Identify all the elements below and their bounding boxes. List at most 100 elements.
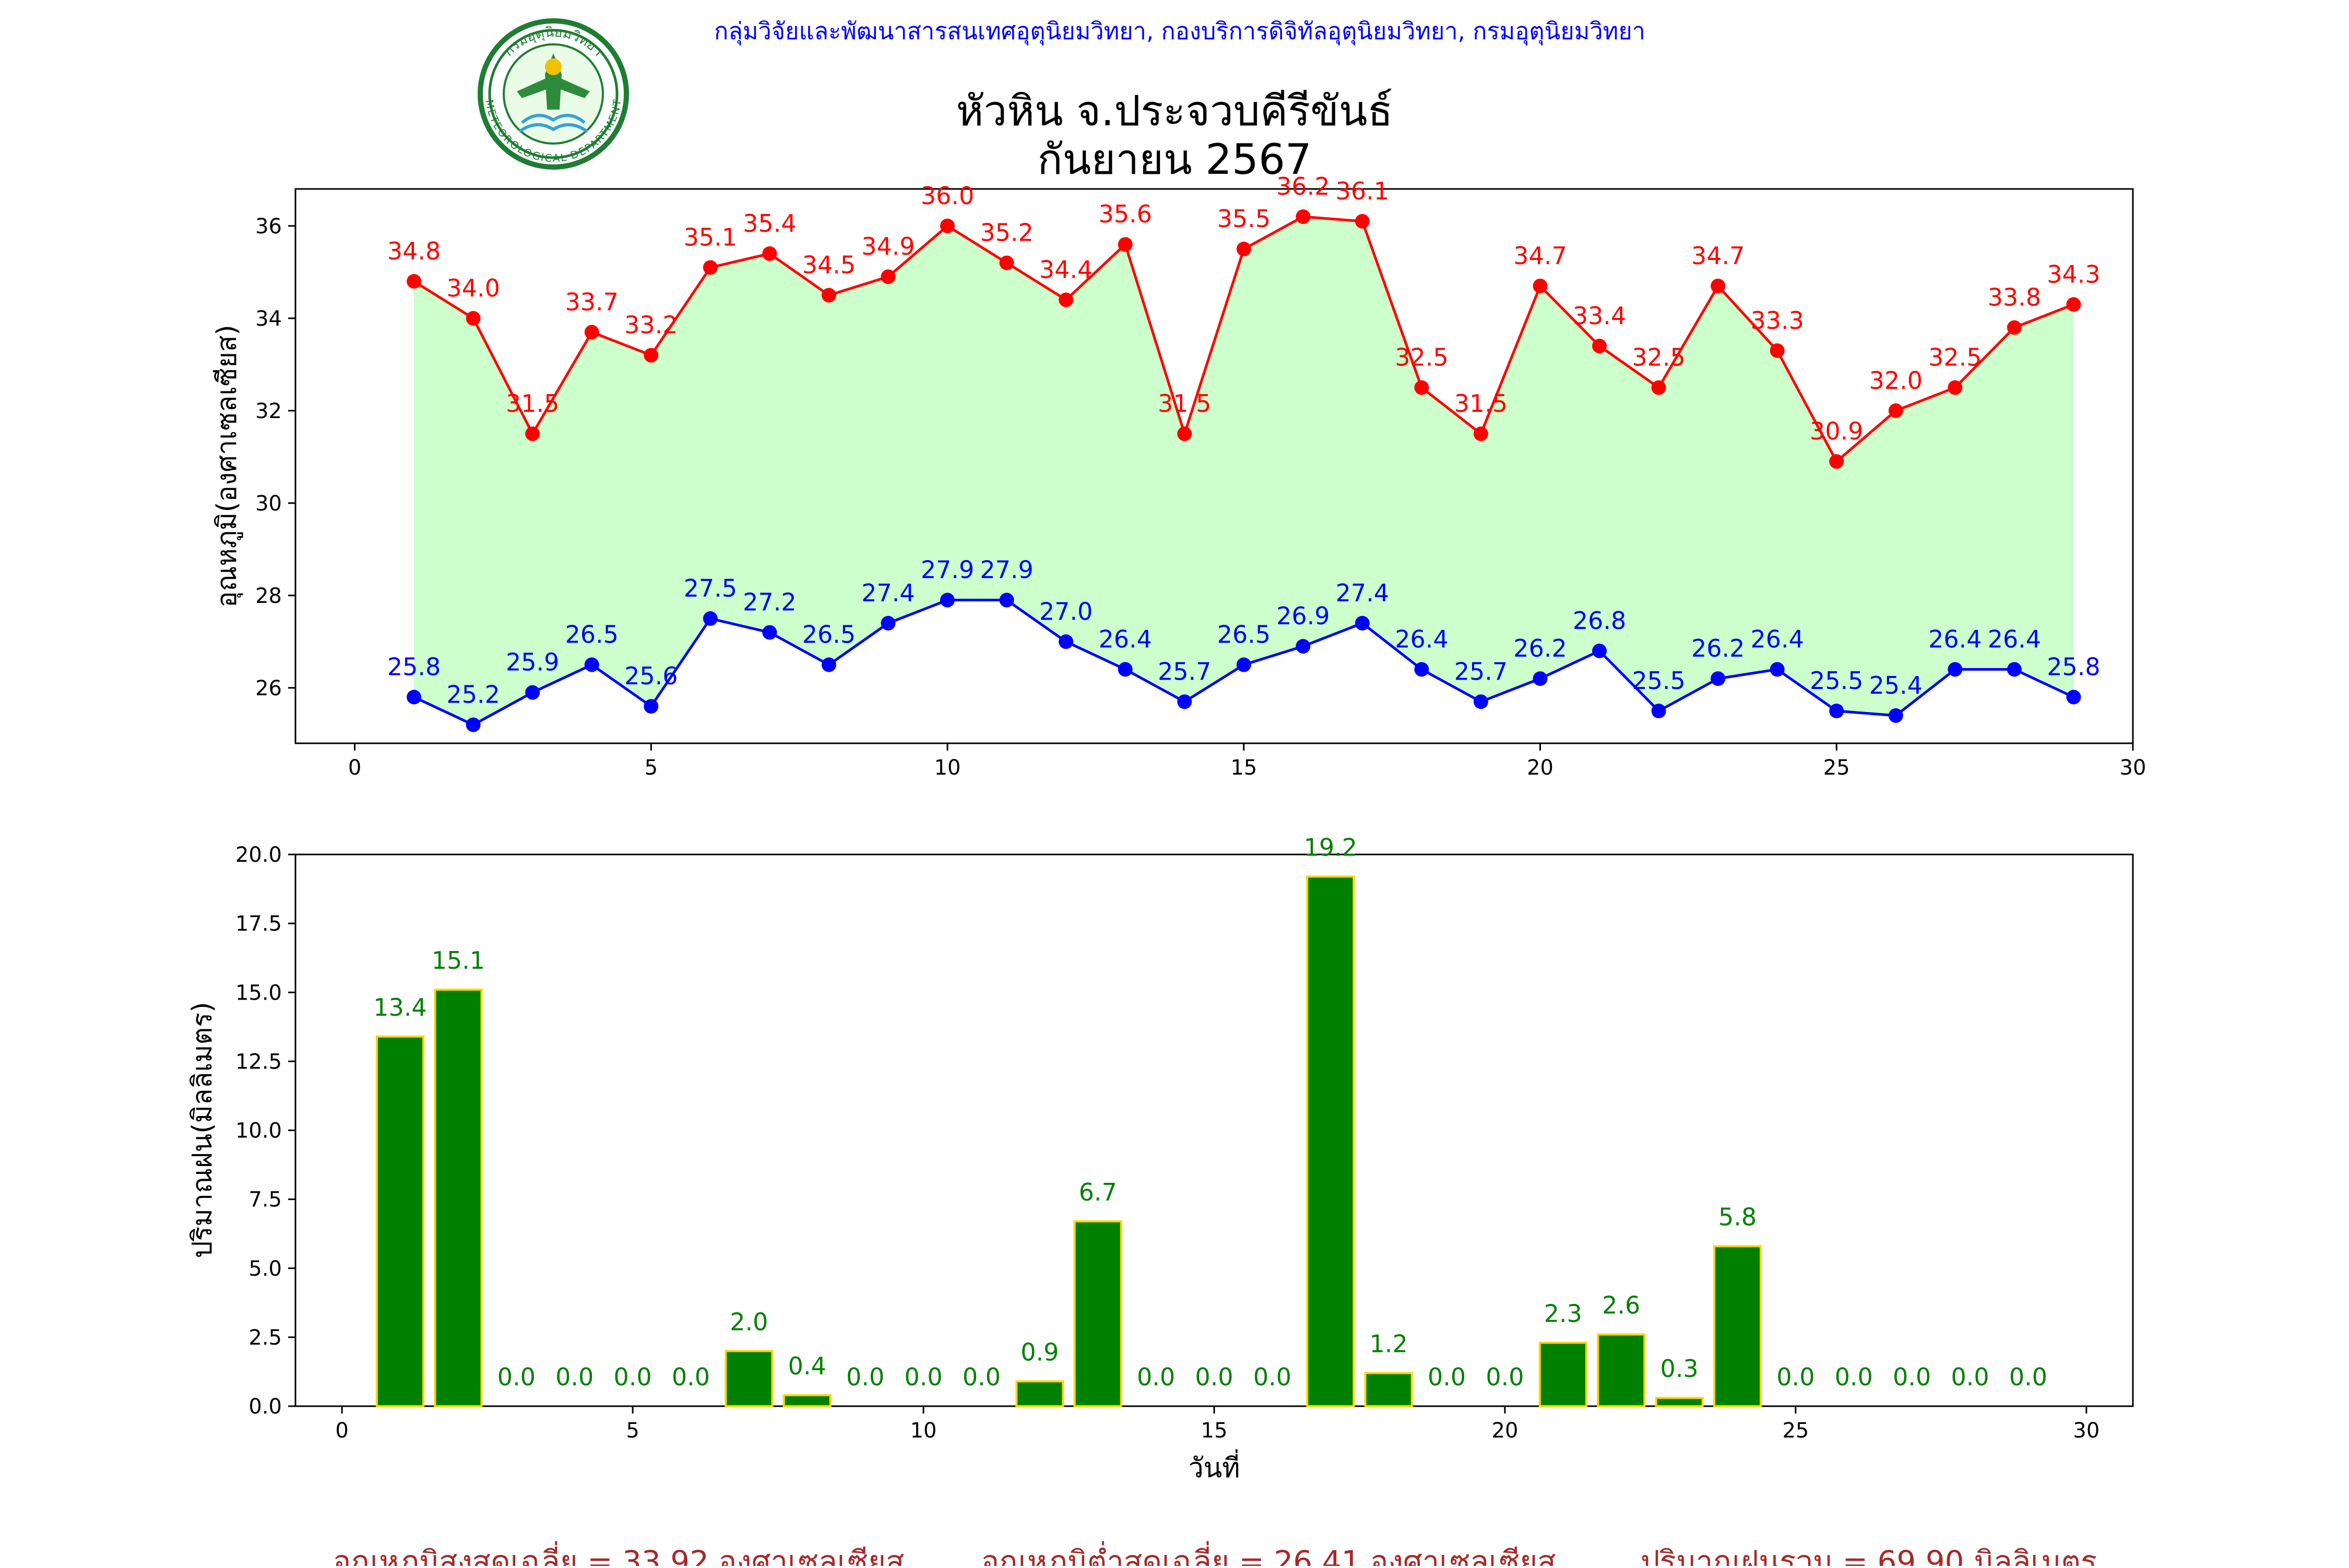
tmax-data-label: 32.5	[1632, 343, 1685, 372]
tmin-point	[762, 625, 777, 640]
tmin-point	[999, 592, 1014, 608]
tmin-point	[644, 699, 659, 714]
rainfall-x-ticks: 0 5 10 15 20 25 30	[335, 1406, 2099, 1443]
tmax-point	[644, 348, 659, 363]
tmin-point	[1711, 671, 1726, 686]
tmin-point	[1888, 708, 1903, 723]
tmax-point	[881, 269, 896, 284]
tmin-data-label: 25.5	[1810, 667, 1863, 695]
rain-bar	[1306, 875, 1355, 1407]
temperature-x-ticks: 0 5 10 15 20 25 30	[348, 743, 2146, 780]
rain-data-label: 0.0	[1893, 1363, 1931, 1391]
tmax-data-label: 32.0	[1869, 366, 1923, 395]
rain-data-label: 0.0	[846, 1363, 884, 1391]
tmax-point	[1355, 213, 1370, 229]
tmin-data-label: 26.4	[1928, 625, 1982, 653]
rain-bar	[375, 1035, 425, 1408]
tmax-data-label: 33.8	[1988, 283, 2041, 312]
tmin-point	[1473, 694, 1488, 709]
x-tick-label: 10	[910, 1419, 937, 1443]
y-tick-label: 2.5	[248, 1326, 282, 1350]
rainfall-plot-frame	[294, 853, 2134, 1407]
tmax-point	[407, 274, 422, 289]
y-tick-label: 7.5	[248, 1188, 282, 1212]
tmax-point	[1177, 426, 1192, 442]
x-tick-label: 15	[1230, 756, 1257, 780]
x-tick-label: 20	[1492, 1419, 1518, 1443]
tmax-data-label: 31.5	[1454, 389, 1508, 418]
rainfall-chart: 13.415.1 0.0 0.0 0.0 0.0 2.0 0.4 0.0 0.0 0.0 0.9 6.…	[187, 833, 2134, 1484]
tmin-point	[1296, 639, 1311, 654]
tmax-data-label: 34.4	[1039, 255, 1093, 283]
rain-bar	[434, 988, 483, 1407]
rain-data-label: 0.0	[1137, 1363, 1175, 1391]
tmin-data-label: 25.8	[2047, 653, 2100, 681]
tmin-point	[1948, 662, 1963, 677]
tmax-data-label: 31.5	[1158, 389, 1211, 418]
rain-data-label: 0.4	[788, 1352, 826, 1380]
rain-bar	[1655, 1397, 1704, 1408]
rain-data-label: 0.0	[1951, 1363, 1989, 1391]
x-tick-label: 30	[2073, 1419, 2099, 1443]
temperature-y-ticks: 26 28 30 32 34 36	[255, 215, 295, 700]
tmax-point	[1414, 380, 1429, 395]
tmin-data-label: 26.9	[1276, 602, 1330, 630]
rain-data-label: 2.0	[730, 1308, 768, 1336]
tmax-data-label: 35.2	[980, 219, 1033, 247]
y-tick-label: 28	[255, 584, 282, 608]
tmax-point	[1059, 292, 1074, 307]
tmin-data-label: 27.2	[743, 588, 796, 616]
tmin-data-label: 25.7	[1158, 657, 1211, 685]
tmax-point	[2007, 320, 2022, 335]
tmax-data-label: 34.7	[1691, 242, 1745, 270]
rain-data-label: 0.0	[613, 1363, 651, 1391]
tmax-point	[1948, 380, 1963, 395]
tmin-point	[1592, 644, 1607, 658]
rain-data-label: 0.0	[2009, 1363, 2047, 1391]
tmin-data-label: 25.8	[387, 653, 441, 681]
x-tick-label: 0	[335, 1419, 348, 1443]
rain-bar	[782, 1394, 832, 1408]
tmin-point	[407, 690, 422, 705]
tmin-point	[1177, 694, 1192, 709]
tmax-data-label: 35.5	[1217, 205, 1271, 233]
tmin-data-label: 27.9	[921, 556, 974, 584]
y-tick-label: 15.0	[235, 981, 282, 1005]
tmax-point	[1118, 237, 1133, 252]
tmin-point	[940, 592, 955, 608]
x-tick-label: 0	[348, 756, 361, 780]
tmax-point	[940, 218, 955, 233]
tmin-point	[525, 685, 540, 700]
tmax-series: 34.834.0 31.5 33.733.2 35.1 35.434.534.936.0…	[387, 172, 2101, 469]
tmin-data-label: 25.9	[506, 648, 559, 676]
y-tick-label: 34	[255, 307, 282, 331]
rain-data-label: 19.2	[1304, 833, 1357, 861]
rain-data-label: 1.2	[1370, 1330, 1408, 1358]
rain-bar	[1713, 1245, 1762, 1407]
tmin-data-label: 27.4	[1336, 579, 1389, 607]
x-tick-label: 20	[1527, 756, 1553, 780]
tmin-data-label: 26.5	[565, 621, 619, 649]
tmax-point	[1770, 343, 1785, 358]
y-tick-label: 30	[255, 492, 282, 516]
rain-bar	[1015, 1380, 1064, 1408]
tmin-point	[1355, 615, 1370, 631]
rain-data-label: 0.0	[963, 1363, 1001, 1391]
rain-data-label: 0.0	[497, 1363, 536, 1391]
tmax-data-label: 34.5	[802, 251, 856, 279]
rain-data-label: 0.0	[904, 1363, 942, 1391]
tmin-point	[703, 611, 718, 626]
tmin-point	[584, 657, 599, 672]
tmax-point	[1533, 278, 1548, 293]
summary-tmin-average: อุณหภูมิต่ำสุดเฉลี่ย = 26.41 องศาเซลเซีย…	[981, 1541, 1556, 1566]
y-tick-label: 36	[255, 215, 282, 239]
tmax-data-label: 34.0	[446, 274, 500, 302]
rain-bar	[725, 1350, 774, 1408]
tmin-data-label: 25.4	[1869, 671, 1923, 699]
tmin-data-label: 26.4	[1395, 625, 1448, 653]
tmax-point	[1296, 209, 1311, 224]
tmax-data-label: 34.7	[1513, 242, 1567, 270]
rain-data-label: 0.0	[555, 1363, 594, 1391]
